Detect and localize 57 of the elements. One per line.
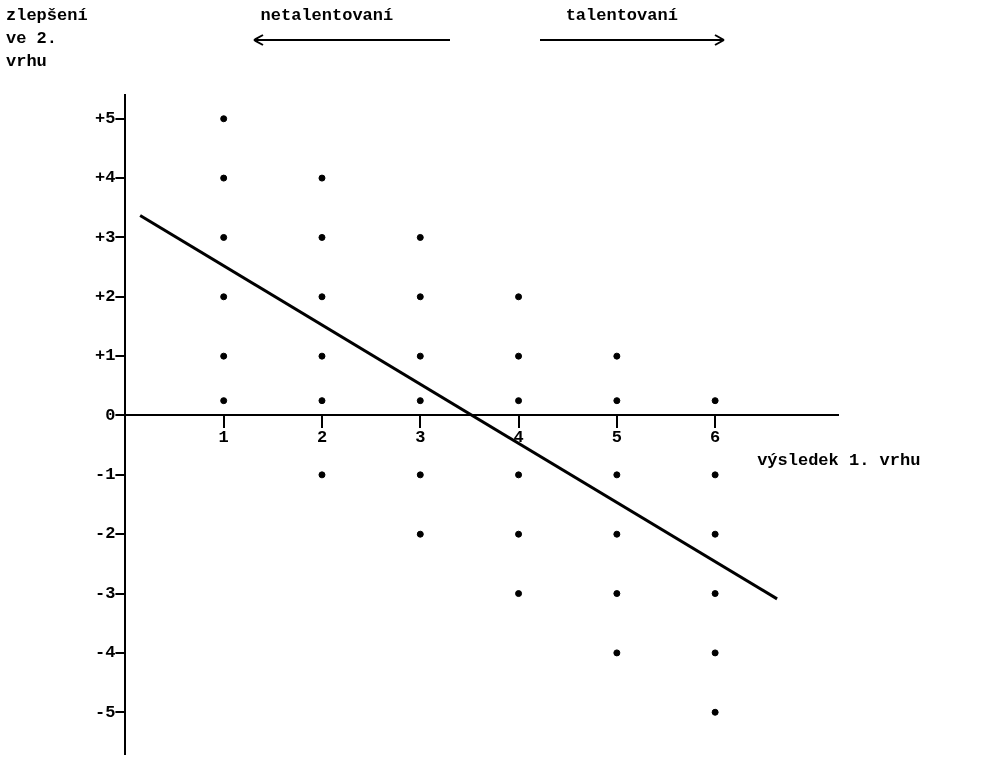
point xyxy=(515,397,523,405)
point xyxy=(515,471,523,479)
y-tick-label: -4 xyxy=(95,643,116,663)
point xyxy=(613,352,621,360)
point xyxy=(318,233,326,241)
point xyxy=(416,530,424,538)
text: talentovaní xyxy=(565,6,678,25)
point xyxy=(613,530,621,538)
point xyxy=(515,530,523,538)
y-tick-label: +3 xyxy=(95,227,116,247)
point xyxy=(416,293,424,301)
point xyxy=(220,293,228,301)
x-tick-label: 6 xyxy=(710,427,721,447)
point xyxy=(220,233,228,241)
point xyxy=(318,293,326,301)
y-tick-label: +1 xyxy=(95,346,116,366)
text: netalentovaní xyxy=(260,6,394,25)
point xyxy=(220,397,228,405)
point xyxy=(416,471,424,479)
x-tick-label: 3 xyxy=(415,427,426,447)
point xyxy=(613,397,621,405)
point xyxy=(613,471,621,479)
point xyxy=(318,471,326,479)
point xyxy=(515,352,523,360)
y-tick-label: +4 xyxy=(95,168,116,188)
x-axis-title: výsledek 1. vrhu xyxy=(757,451,921,471)
point xyxy=(711,649,719,657)
point xyxy=(220,115,228,123)
point xyxy=(613,649,621,657)
point xyxy=(711,397,719,405)
point xyxy=(318,174,326,182)
point xyxy=(416,397,424,405)
point xyxy=(711,471,719,479)
y-tick-label: -5 xyxy=(95,702,116,722)
y-tick-label: -3 xyxy=(95,583,116,603)
point xyxy=(318,352,326,360)
y-tick-label: +5 xyxy=(95,109,116,129)
x-tick-label: 5 xyxy=(611,427,622,447)
point xyxy=(515,293,523,301)
x-tick-label: 4 xyxy=(513,427,524,447)
y-tick-label: -2 xyxy=(95,524,116,544)
point xyxy=(416,352,424,360)
point xyxy=(613,590,621,598)
point xyxy=(220,352,228,360)
point xyxy=(711,708,719,716)
y-tick-label: 0 xyxy=(105,405,116,425)
point xyxy=(220,174,228,182)
point xyxy=(515,590,523,598)
y-tick-label: +2 xyxy=(95,287,116,307)
x-tick-label: 2 xyxy=(316,427,328,447)
point xyxy=(711,530,719,538)
point xyxy=(416,233,424,241)
y-tick-label: -1 xyxy=(95,465,116,485)
x-tick-label: 1 xyxy=(218,427,229,447)
point xyxy=(318,397,326,405)
point xyxy=(711,590,719,598)
y-axis-title: zlepšení ve 2. vrhu xyxy=(6,6,88,71)
